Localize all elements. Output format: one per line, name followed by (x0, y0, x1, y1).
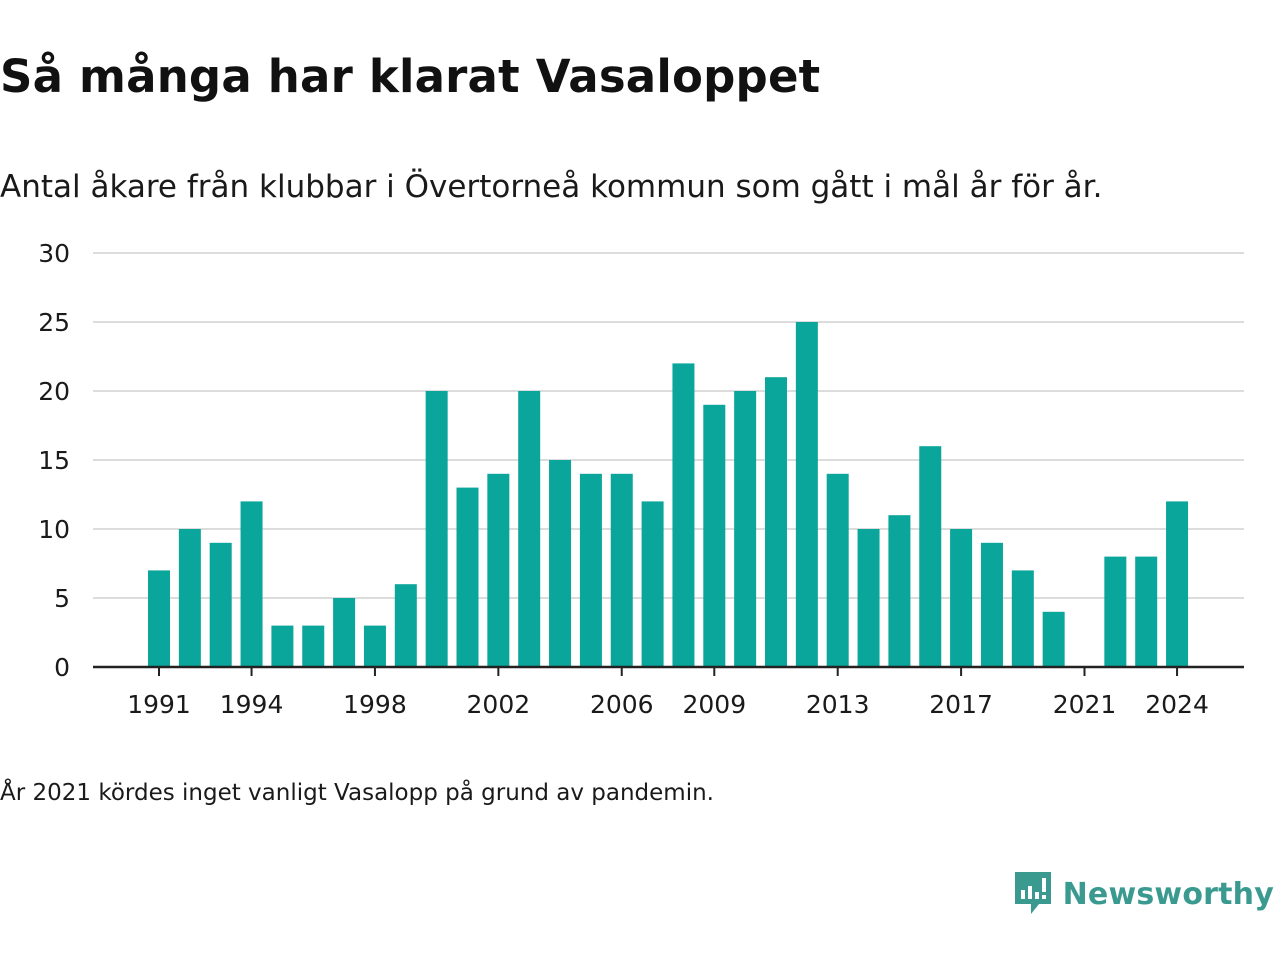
bar-2007 (641, 501, 664, 667)
bar-2024 (1166, 501, 1189, 667)
bar-2006 (610, 473, 633, 667)
x-tick-label: 2021 (1053, 690, 1117, 719)
x-axis: 1991 1994 1998 2002 2006 2009 2013 2017 2021 2024 (93, 665, 1244, 719)
bar-2002 (487, 473, 510, 667)
newsworthy-logo-icon (1014, 872, 1051, 914)
footnote: År 2021 kördes inget vanligt Vasalopp på… (0, 780, 714, 806)
bar-1993 (209, 542, 232, 667)
bar-2004 (549, 460, 572, 667)
bar-2001 (456, 487, 479, 667)
brand-name: Newsworthy (1062, 876, 1274, 912)
bar-2017 (950, 529, 973, 667)
bar-2003 (518, 391, 541, 667)
bar-2023 (1135, 556, 1158, 667)
y-tick-label: 25 (38, 308, 70, 337)
bar-2016 (919, 446, 942, 667)
bar-2010 (734, 391, 757, 667)
brand-logo: Newsworthy (1013, 870, 1274, 918)
y-tick-label: 5 (54, 584, 70, 613)
bars (148, 322, 1189, 667)
gridlines (93, 252, 1244, 599)
bar-1999 (394, 584, 417, 667)
y-tick-label: 10 (38, 515, 70, 544)
bar-chart: 0 5 10 15 20 25 30 1991 1994 1998 2002 2006 2009 201… (38, 239, 1244, 719)
bar-2012 (795, 322, 818, 667)
bar-2020 (1042, 611, 1065, 667)
bar-2022 (1104, 556, 1127, 667)
bar-2008 (672, 363, 695, 667)
bar-1992 (178, 529, 201, 667)
x-tick-label: 2006 (590, 690, 654, 719)
bar-2018 (980, 542, 1003, 667)
x-tick-label: 1998 (343, 690, 407, 719)
y-tick-label: 30 (38, 239, 70, 268)
x-tick-label: 1991 (127, 690, 191, 719)
bar-1997 (333, 598, 356, 667)
bar-1995 (271, 625, 294, 667)
bar-2014 (857, 529, 880, 667)
x-tick-label: 2002 (467, 690, 531, 719)
y-tick-label: 20 (38, 377, 70, 406)
bar-1996 (302, 625, 325, 667)
x-tick-label: 2013 (806, 690, 870, 719)
bar-2011 (765, 377, 787, 667)
y-tick-label: 15 (38, 446, 70, 475)
bar-2013 (826, 473, 849, 667)
x-tick-label: 2024 (1145, 690, 1209, 719)
y-axis-labels: 0 5 10 15 20 25 30 (38, 239, 70, 682)
bar-2000 (425, 391, 448, 667)
bar-1998 (363, 625, 386, 667)
x-tick-label: 2017 (929, 690, 993, 719)
y-tick-label: 0 (54, 653, 70, 682)
x-tick-label: 1994 (220, 690, 284, 719)
bar-2009 (703, 404, 726, 667)
bar-1991 (148, 570, 170, 667)
bar-1994 (240, 501, 263, 667)
bar-2015 (888, 515, 911, 667)
bar-2005 (579, 473, 602, 667)
bar-2019 (1011, 570, 1034, 667)
x-tick-label: 2009 (682, 690, 746, 719)
chart-title: Så många har klarat Vasaloppet (0, 50, 821, 103)
chart-subtitle: Antal åkare från klubbar i Övertorneå ko… (0, 169, 1103, 205)
